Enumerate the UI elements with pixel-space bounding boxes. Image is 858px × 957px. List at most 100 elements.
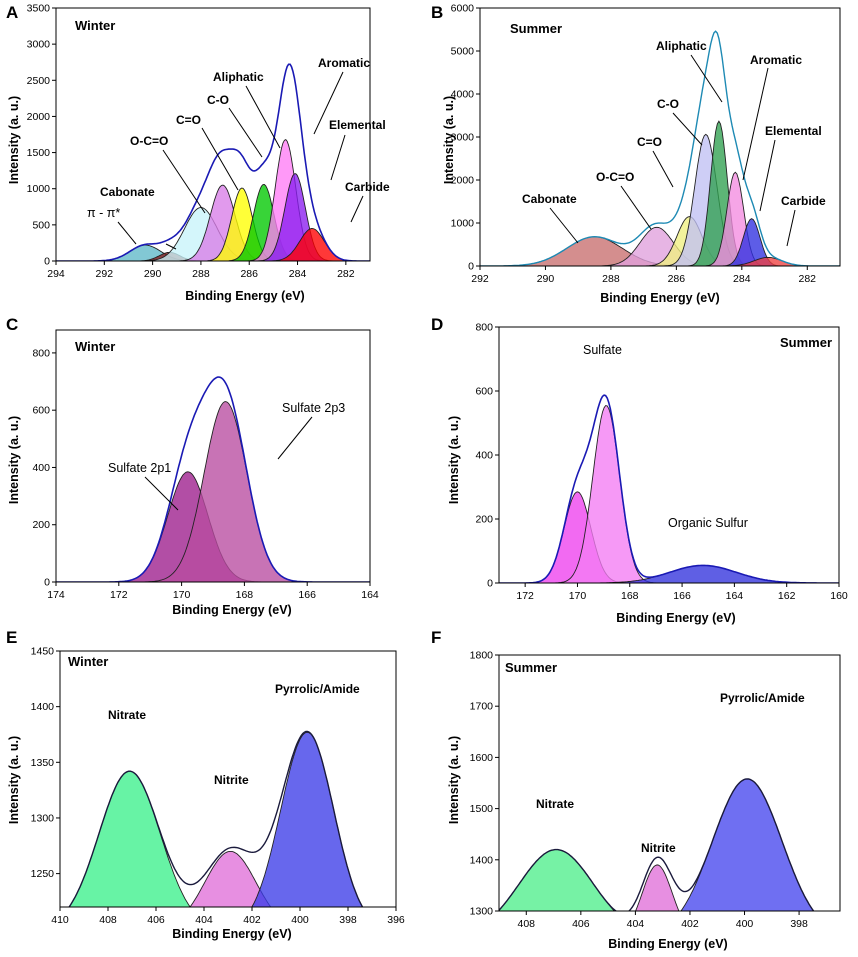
panel-label-b: B: [431, 3, 443, 22]
annotation-c-double-o: C=O: [176, 113, 201, 127]
x-tick-label: 166: [673, 590, 691, 602]
y-tick-label: 2000: [451, 175, 475, 187]
x-tick-label: 398: [339, 914, 357, 926]
y-tick-label: 800: [32, 347, 50, 359]
plot-area: 174 172 170 168 166 164 0 200 400 600 800: [32, 329, 379, 601]
y-tick-label: 2500: [27, 75, 51, 87]
panel-label-e: E: [6, 628, 17, 647]
y-axis-label: Intensity (a. u.): [447, 736, 461, 824]
y-tick-label: 1250: [31, 868, 55, 880]
y-tick-label: 400: [475, 450, 493, 462]
envelope-line: [56, 63, 370, 261]
x-tick-label: 406: [147, 914, 165, 926]
annotation-sulfate-2p1: Sulfate 2p1: [108, 461, 171, 475]
y-tick-label: 0: [44, 256, 50, 268]
y-tick-label: 1500: [27, 147, 51, 159]
plot-area: 294 292 290 288 286 284 282 0 500 1000 1500 2000 250…: [27, 3, 371, 280]
x-tick-label: 284: [733, 273, 751, 285]
x-tick-label: 402: [681, 918, 699, 930]
annotation-pyrrolic-amide: Pyrrolic/Amide: [275, 682, 360, 696]
x-tick-label: 408: [99, 914, 117, 926]
x-tick-label: 406: [572, 918, 590, 930]
x-tick-label: 164: [726, 590, 744, 602]
y-axis-label: Intensity (a. u.): [7, 416, 21, 504]
y-tick-label: 800: [475, 322, 493, 334]
y-tick-label: 1400: [31, 701, 55, 713]
x-tick-label: 162: [778, 590, 796, 602]
y-tick-label: 1700: [470, 701, 494, 713]
annotation-nitrite: Nitrite: [641, 841, 676, 855]
x-tick-label: 282: [799, 273, 817, 285]
y-tick-label: 0: [44, 577, 50, 589]
panel-label-c: C: [6, 315, 18, 334]
plot-frame: [55, 329, 371, 583]
x-tick-label: 286: [240, 268, 258, 280]
y-tick-label: 1000: [451, 218, 475, 230]
y-tick-label: 2000: [27, 111, 51, 123]
y-tick-label: 500: [32, 219, 50, 231]
annotation-pyrrolic-amide: Pyrrolic/Amide: [720, 691, 805, 705]
y-tick-label: 1450: [31, 646, 55, 658]
x-tick-label: 174: [47, 589, 65, 601]
plot-area: 172 170 168 166 164 162 160 0 200 400 600 800: [475, 322, 847, 603]
annotation-elemental: Elemental: [329, 118, 386, 132]
y-tick-label: 1300: [31, 812, 55, 824]
x-axis-label: Binding Energy (eV): [172, 927, 291, 941]
x-tick-label: 168: [236, 589, 254, 601]
y-tick-label: 1500: [470, 803, 494, 815]
y-tick-label: 200: [32, 519, 50, 531]
annotation-o-c-o: O-C=O: [130, 134, 168, 148]
y-tick-label: 200: [475, 514, 493, 526]
annotation-elemental: Elemental: [765, 124, 822, 138]
annotation-aliphatic: Aliphatic: [213, 70, 264, 84]
plot-frame: [498, 326, 840, 584]
x-tick-label: 294: [47, 268, 65, 280]
x-tick-label: 168: [621, 590, 639, 602]
annotation-arrows: [144, 416, 313, 511]
panel-d: 172 170 168 166 164 162 160 0 200 400 600 800 D Sum…: [431, 315, 848, 625]
annotation-carbide: Carbide: [781, 194, 826, 208]
panel-title: Winter: [75, 339, 115, 354]
annotation-sulfate: Sulfate: [583, 343, 622, 357]
annotation-organic-sulfur: Organic Sulfur: [668, 516, 748, 530]
panel-c: 174 172 170 168 166 164 0 200 400 600 800 C Winter…: [6, 315, 379, 617]
x-tick-label: 166: [298, 589, 316, 601]
annotation-arrows: [117, 71, 364, 250]
x-axis-label: Binding Energy (eV): [608, 937, 727, 951]
x-tick-label: 288: [192, 268, 210, 280]
annotation-c-o: C-O: [657, 97, 679, 111]
plot-frame: [498, 654, 841, 912]
y-tick-label: 3000: [451, 132, 475, 144]
x-axis-label: Binding Energy (eV): [185, 289, 304, 303]
x-tick-label: 282: [337, 268, 355, 280]
y-tick-label: 1400: [470, 854, 494, 866]
envelope-line: [480, 30, 840, 266]
plot-frame: [55, 7, 371, 262]
x-tick-label: 400: [736, 918, 754, 930]
y-tick-label: 1350: [31, 757, 55, 769]
y-tick-label: 4000: [451, 89, 475, 101]
x-tick-label: 286: [668, 273, 686, 285]
envelope-line: [68, 730, 364, 907]
annotation-arrows: [549, 54, 796, 247]
x-tick-label: 404: [627, 918, 645, 930]
annotation-c-double-o: C=O: [637, 135, 662, 149]
peak-o-c-o: [480, 226, 840, 266]
x-tick-label: 284: [289, 268, 307, 280]
y-tick-label: 1800: [470, 650, 494, 662]
panel-label-f: F: [431, 628, 441, 647]
y-tick-label: 600: [475, 386, 493, 398]
annotations: Cabonate O-C=O C=O C-O Aliphatic Aromati…: [522, 39, 826, 208]
x-axis-label: Binding Energy (eV): [600, 291, 719, 305]
y-tick-label: 400: [32, 462, 50, 474]
peak-sulfate-2p1: [499, 491, 839, 583]
panel-title: Winter: [68, 654, 108, 669]
envelope-line: [499, 394, 839, 583]
y-tick-label: 1600: [470, 752, 494, 764]
annotations: Cabonate π - π* O-C=O C=O C-O Aliphatic …: [87, 56, 390, 220]
x-tick-label: 292: [96, 268, 114, 280]
y-tick-label: 0: [487, 578, 493, 590]
plot-area: 292 290 288 286 284 282 0 1000 2000 3000 4000 5000 6…: [451, 3, 841, 285]
x-tick-label: 170: [173, 589, 191, 601]
x-tick-label: 402: [243, 914, 261, 926]
